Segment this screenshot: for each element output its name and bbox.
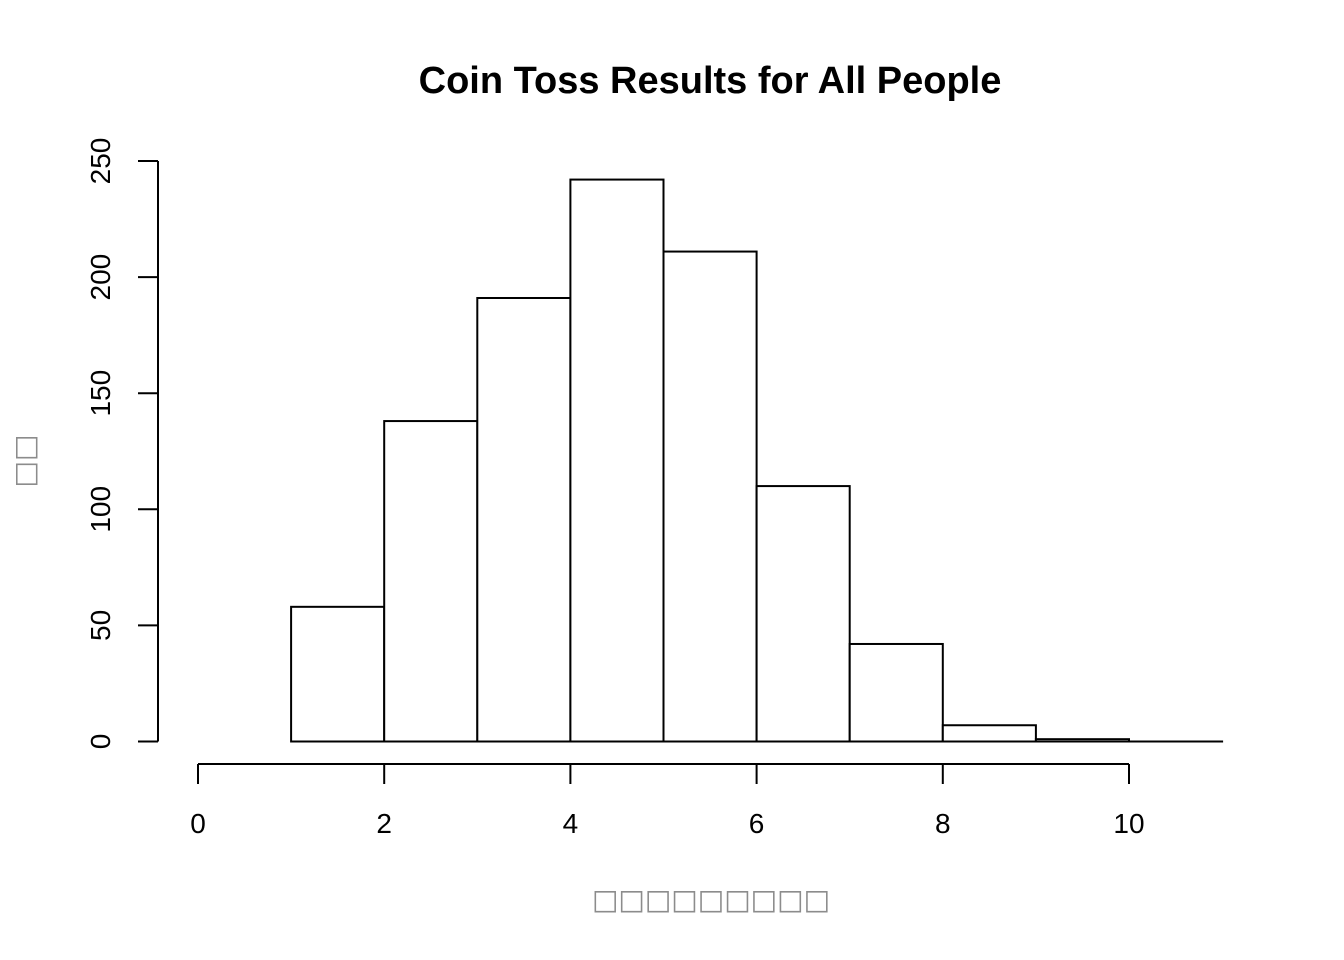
- x-axis-label: □□□□□□□□□: [592, 883, 830, 916]
- x-tick-label: 10: [1113, 808, 1144, 839]
- y-tick-label: 250: [85, 138, 116, 185]
- histogram-bar: [569, 178, 665, 743]
- histogram-bar: [941, 724, 1037, 743]
- y-axis-label: □□: [8, 435, 41, 488]
- x-axis: 0 2 4 6 8 10: [190, 763, 1145, 839]
- histogram-bar: [383, 420, 479, 743]
- y-axis: 0 50 100 150 200 250: [85, 138, 159, 750]
- y-tick-label: 150: [85, 370, 116, 417]
- y-tick-label: 50: [85, 610, 116, 641]
- chart-title: Coin Toss Results for All People: [419, 60, 1002, 102]
- x-tick-label: 2: [376, 808, 392, 839]
- histogram-bar: [755, 485, 851, 743]
- histogram-bar: [476, 296, 572, 743]
- x-tick-label: 6: [749, 808, 765, 839]
- bars-group: [290, 178, 1131, 743]
- histogram-bar: [848, 642, 944, 743]
- y-tick-label: 200: [85, 254, 116, 301]
- x-tick-label: 8: [935, 808, 951, 839]
- histogram-bar: [290, 605, 386, 743]
- histogram-bar: [662, 250, 758, 743]
- x-tick-label: 4: [563, 808, 579, 839]
- x-tick-label: 0: [190, 808, 206, 839]
- y-tick-label: 0: [85, 734, 116, 750]
- y-tick-label: 100: [85, 486, 116, 533]
